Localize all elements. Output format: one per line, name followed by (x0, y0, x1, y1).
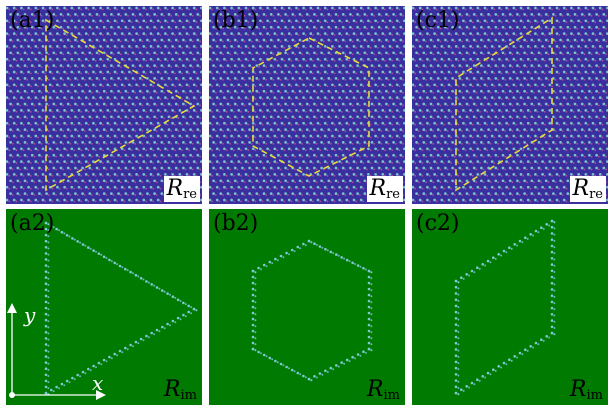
boundary-outline (455, 16, 553, 192)
tag-subscript: im (586, 388, 604, 403)
field-background (412, 209, 608, 405)
panel-label-b1: (b1) (213, 8, 259, 33)
panel-c1: (c1) Rre (412, 6, 608, 204)
field-canvas-b2 (209, 209, 405, 405)
panel-a2: (a2) Rim y x (6, 209, 202, 405)
tag-re-b1: Rre (366, 176, 403, 202)
tag-subscript: im (383, 388, 401, 403)
panel-b2: (b2) Rim (209, 209, 405, 405)
tag-subscript: im (180, 388, 198, 403)
tag-symbol: R (163, 377, 181, 402)
edge-states (44, 221, 198, 396)
boundary-outline (45, 18, 196, 192)
panel-c2: (c2) Rim (412, 209, 608, 405)
tag-symbol: R (369, 176, 387, 201)
panel-label-c2: (c2) (416, 211, 460, 236)
panel-label-b2: (b2) (213, 211, 259, 236)
tag-symbol: R (366, 377, 384, 402)
tag-subscript: re (386, 187, 400, 202)
lattice-canvas-b1 (209, 6, 405, 204)
panel-b1: (b1) Rre (209, 6, 405, 204)
panel-label-c1: (c1) (416, 8, 460, 33)
field-background (209, 209, 405, 405)
tag-im-b2: Rim (364, 377, 403, 403)
axis-label-y: y (24, 303, 36, 327)
edge-states (251, 239, 373, 382)
tag-symbol: R (569, 377, 587, 402)
edge-states (454, 219, 556, 396)
lattice-dots (209, 6, 405, 203)
lattice-canvas-c1 (412, 6, 608, 204)
tag-subscript: re (183, 187, 197, 202)
tag-symbol: R (166, 176, 184, 201)
tag-symbol: R (572, 176, 590, 201)
y-arrow-head (7, 303, 17, 313)
tag-re-c1: Rre (569, 176, 606, 202)
boundary-outline (252, 37, 370, 177)
panel-label-a1: (a1) (10, 8, 55, 33)
panel-a1: (a1) Rre (6, 6, 202, 204)
lattice-canvas-a1 (6, 6, 202, 204)
field-canvas-c2 (412, 209, 608, 405)
tag-im-a2: Rim (161, 377, 200, 403)
origin-dot (9, 392, 15, 398)
panel-label-a2: (a2) (10, 211, 55, 236)
field-canvas-a2 (6, 209, 202, 405)
tag-re-a1: Rre (163, 176, 200, 202)
axis-label-x: x (92, 371, 104, 395)
tag-subscript: re (589, 187, 603, 202)
field-background (6, 209, 202, 405)
x-arrow-head (96, 390, 106, 400)
tag-im-c2: Rim (567, 377, 606, 403)
axes-arrows (11, 307, 102, 396)
